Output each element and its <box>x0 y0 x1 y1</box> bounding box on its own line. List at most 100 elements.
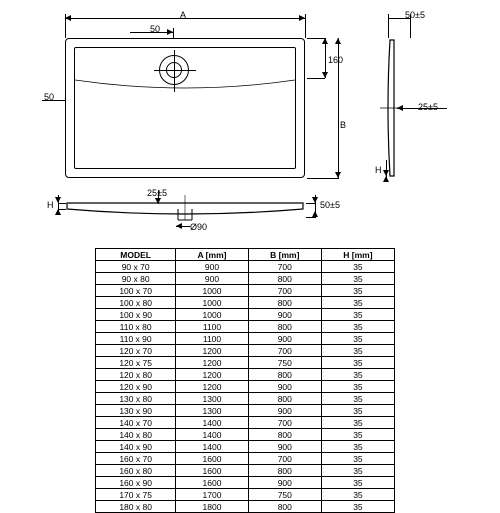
ext-line <box>410 14 411 38</box>
ext-line <box>307 78 325 79</box>
table-cell: 35 <box>321 321 394 333</box>
table-cell: 35 <box>321 381 394 393</box>
table-row: 100 x 70100070035 <box>96 285 395 297</box>
dim-B-line <box>338 38 339 178</box>
dim-H-left: H <box>47 200 54 210</box>
table-cell: 120 x 80 <box>96 369 176 381</box>
dim-25x5-side: 25±5 <box>418 102 438 112</box>
technical-drawings: A 50 50 160 <box>0 10 500 240</box>
table-cell: 1000 <box>176 285 248 297</box>
table-cell: 1000 <box>176 297 248 309</box>
dimensions-table: MODELA [mm]B [mm]H [mm] 90 x 70900700359… <box>95 248 395 513</box>
table-row: 140 x 70140070035 <box>96 417 395 429</box>
dimensions-table-wrap: MODELA [mm]B [mm]H [mm] 90 x 70900700359… <box>95 248 395 513</box>
dim-B-label: B <box>340 120 346 130</box>
table-cell: 900 <box>248 405 321 417</box>
table-cell: 35 <box>321 453 394 465</box>
table-cell: 90 x 80 <box>96 273 176 285</box>
table-cell: 1600 <box>176 477 248 489</box>
table-cell: 1200 <box>176 381 248 393</box>
table-cell: 160 x 90 <box>96 477 176 489</box>
table-cell: 900 <box>248 381 321 393</box>
table-cell: 140 x 70 <box>96 417 176 429</box>
table-row: 160 x 70160070035 <box>96 453 395 465</box>
table-cell: 800 <box>248 369 321 381</box>
drain-circle <box>159 55 189 85</box>
table-header: MODEL <box>96 249 176 261</box>
table-cell: 35 <box>321 297 394 309</box>
table-cell: 800 <box>248 297 321 309</box>
table-row: 110 x 90110090035 <box>96 333 395 345</box>
table-cell: 35 <box>321 405 394 417</box>
dim-50l-line <box>42 100 65 101</box>
table-cell: 35 <box>321 309 394 321</box>
table-cell: 130 x 90 <box>96 405 176 417</box>
ext-line <box>305 14 306 38</box>
page: A 50 50 160 <box>0 0 500 500</box>
table-cell: 100 x 80 <box>96 297 176 309</box>
table-cell: 1100 <box>176 321 248 333</box>
ext-line <box>307 38 325 39</box>
table-cell: 1200 <box>176 369 248 381</box>
table-cell: 800 <box>248 429 321 441</box>
table-row: 160 x 90160090035 <box>96 477 395 489</box>
table-header: A [mm] <box>176 249 248 261</box>
arrow-icon <box>383 176 389 182</box>
table-row: 100 x 90100090035 <box>96 309 395 321</box>
table-cell: 1600 <box>176 453 248 465</box>
table-cell: 900 <box>176 273 248 285</box>
table-cell: 800 <box>248 393 321 405</box>
table-cell: 800 <box>248 465 321 477</box>
ext-line <box>65 14 66 38</box>
table-cell: 35 <box>321 273 394 285</box>
table-cell: 35 <box>321 489 394 501</box>
ext-line <box>306 217 316 218</box>
table-cell: 35 <box>321 357 394 369</box>
front-elevation <box>65 195 305 220</box>
table-cell: 35 <box>321 333 394 345</box>
ext-line <box>388 14 389 38</box>
table-cell: 700 <box>248 453 321 465</box>
table-cell: 900 <box>248 333 321 345</box>
tray-plan-outer <box>65 38 305 178</box>
table-row: 160 x 80160080035 <box>96 465 395 477</box>
table-cell: 180 x 80 <box>96 501 176 513</box>
table-row: 100 x 80100080035 <box>96 297 395 309</box>
table-row: 130 x 90130090035 <box>96 405 395 417</box>
table-row: 170 x 75170075035 <box>96 489 395 501</box>
ext-line <box>58 203 66 204</box>
table-cell: 100 x 90 <box>96 309 176 321</box>
table-cell: 700 <box>248 345 321 357</box>
table-cell: 35 <box>321 345 394 357</box>
table-cell: 800 <box>248 321 321 333</box>
table-cell: 750 <box>248 357 321 369</box>
table-cell: 1400 <box>176 441 248 453</box>
table-cell: 100 x 70 <box>96 285 176 297</box>
table-header: H [mm] <box>321 249 394 261</box>
table-cell: 110 x 80 <box>96 321 176 333</box>
ext-line <box>306 203 316 204</box>
table-cell: 35 <box>321 441 394 453</box>
table-cell: 800 <box>248 501 321 513</box>
table-row: 140 x 80140080035 <box>96 429 395 441</box>
arrow-icon <box>176 223 182 229</box>
table-cell: 700 <box>248 261 321 273</box>
table-cell: 35 <box>321 369 394 381</box>
table-row: 140 x 90140090035 <box>96 441 395 453</box>
table-cell: 1400 <box>176 429 248 441</box>
table-cell: 90 x 70 <box>96 261 176 273</box>
table-cell: 900 <box>248 477 321 489</box>
table-row: 120 x 70120070035 <box>96 345 395 357</box>
table-row: 120 x 90120090035 <box>96 381 395 393</box>
dim-A-line <box>65 18 305 19</box>
table-cell: 900 <box>248 309 321 321</box>
table-cell: 120 x 75 <box>96 357 176 369</box>
dim-H-right: H <box>375 165 382 175</box>
dim-160: 160 <box>328 55 343 65</box>
table-cell: 1400 <box>176 417 248 429</box>
table-cell: 1300 <box>176 405 248 417</box>
table-cell: 170 x 75 <box>96 489 176 501</box>
arrow-icon <box>397 105 403 111</box>
table-row: 120 x 75120075035 <box>96 357 395 369</box>
table-cell: 35 <box>321 261 394 273</box>
